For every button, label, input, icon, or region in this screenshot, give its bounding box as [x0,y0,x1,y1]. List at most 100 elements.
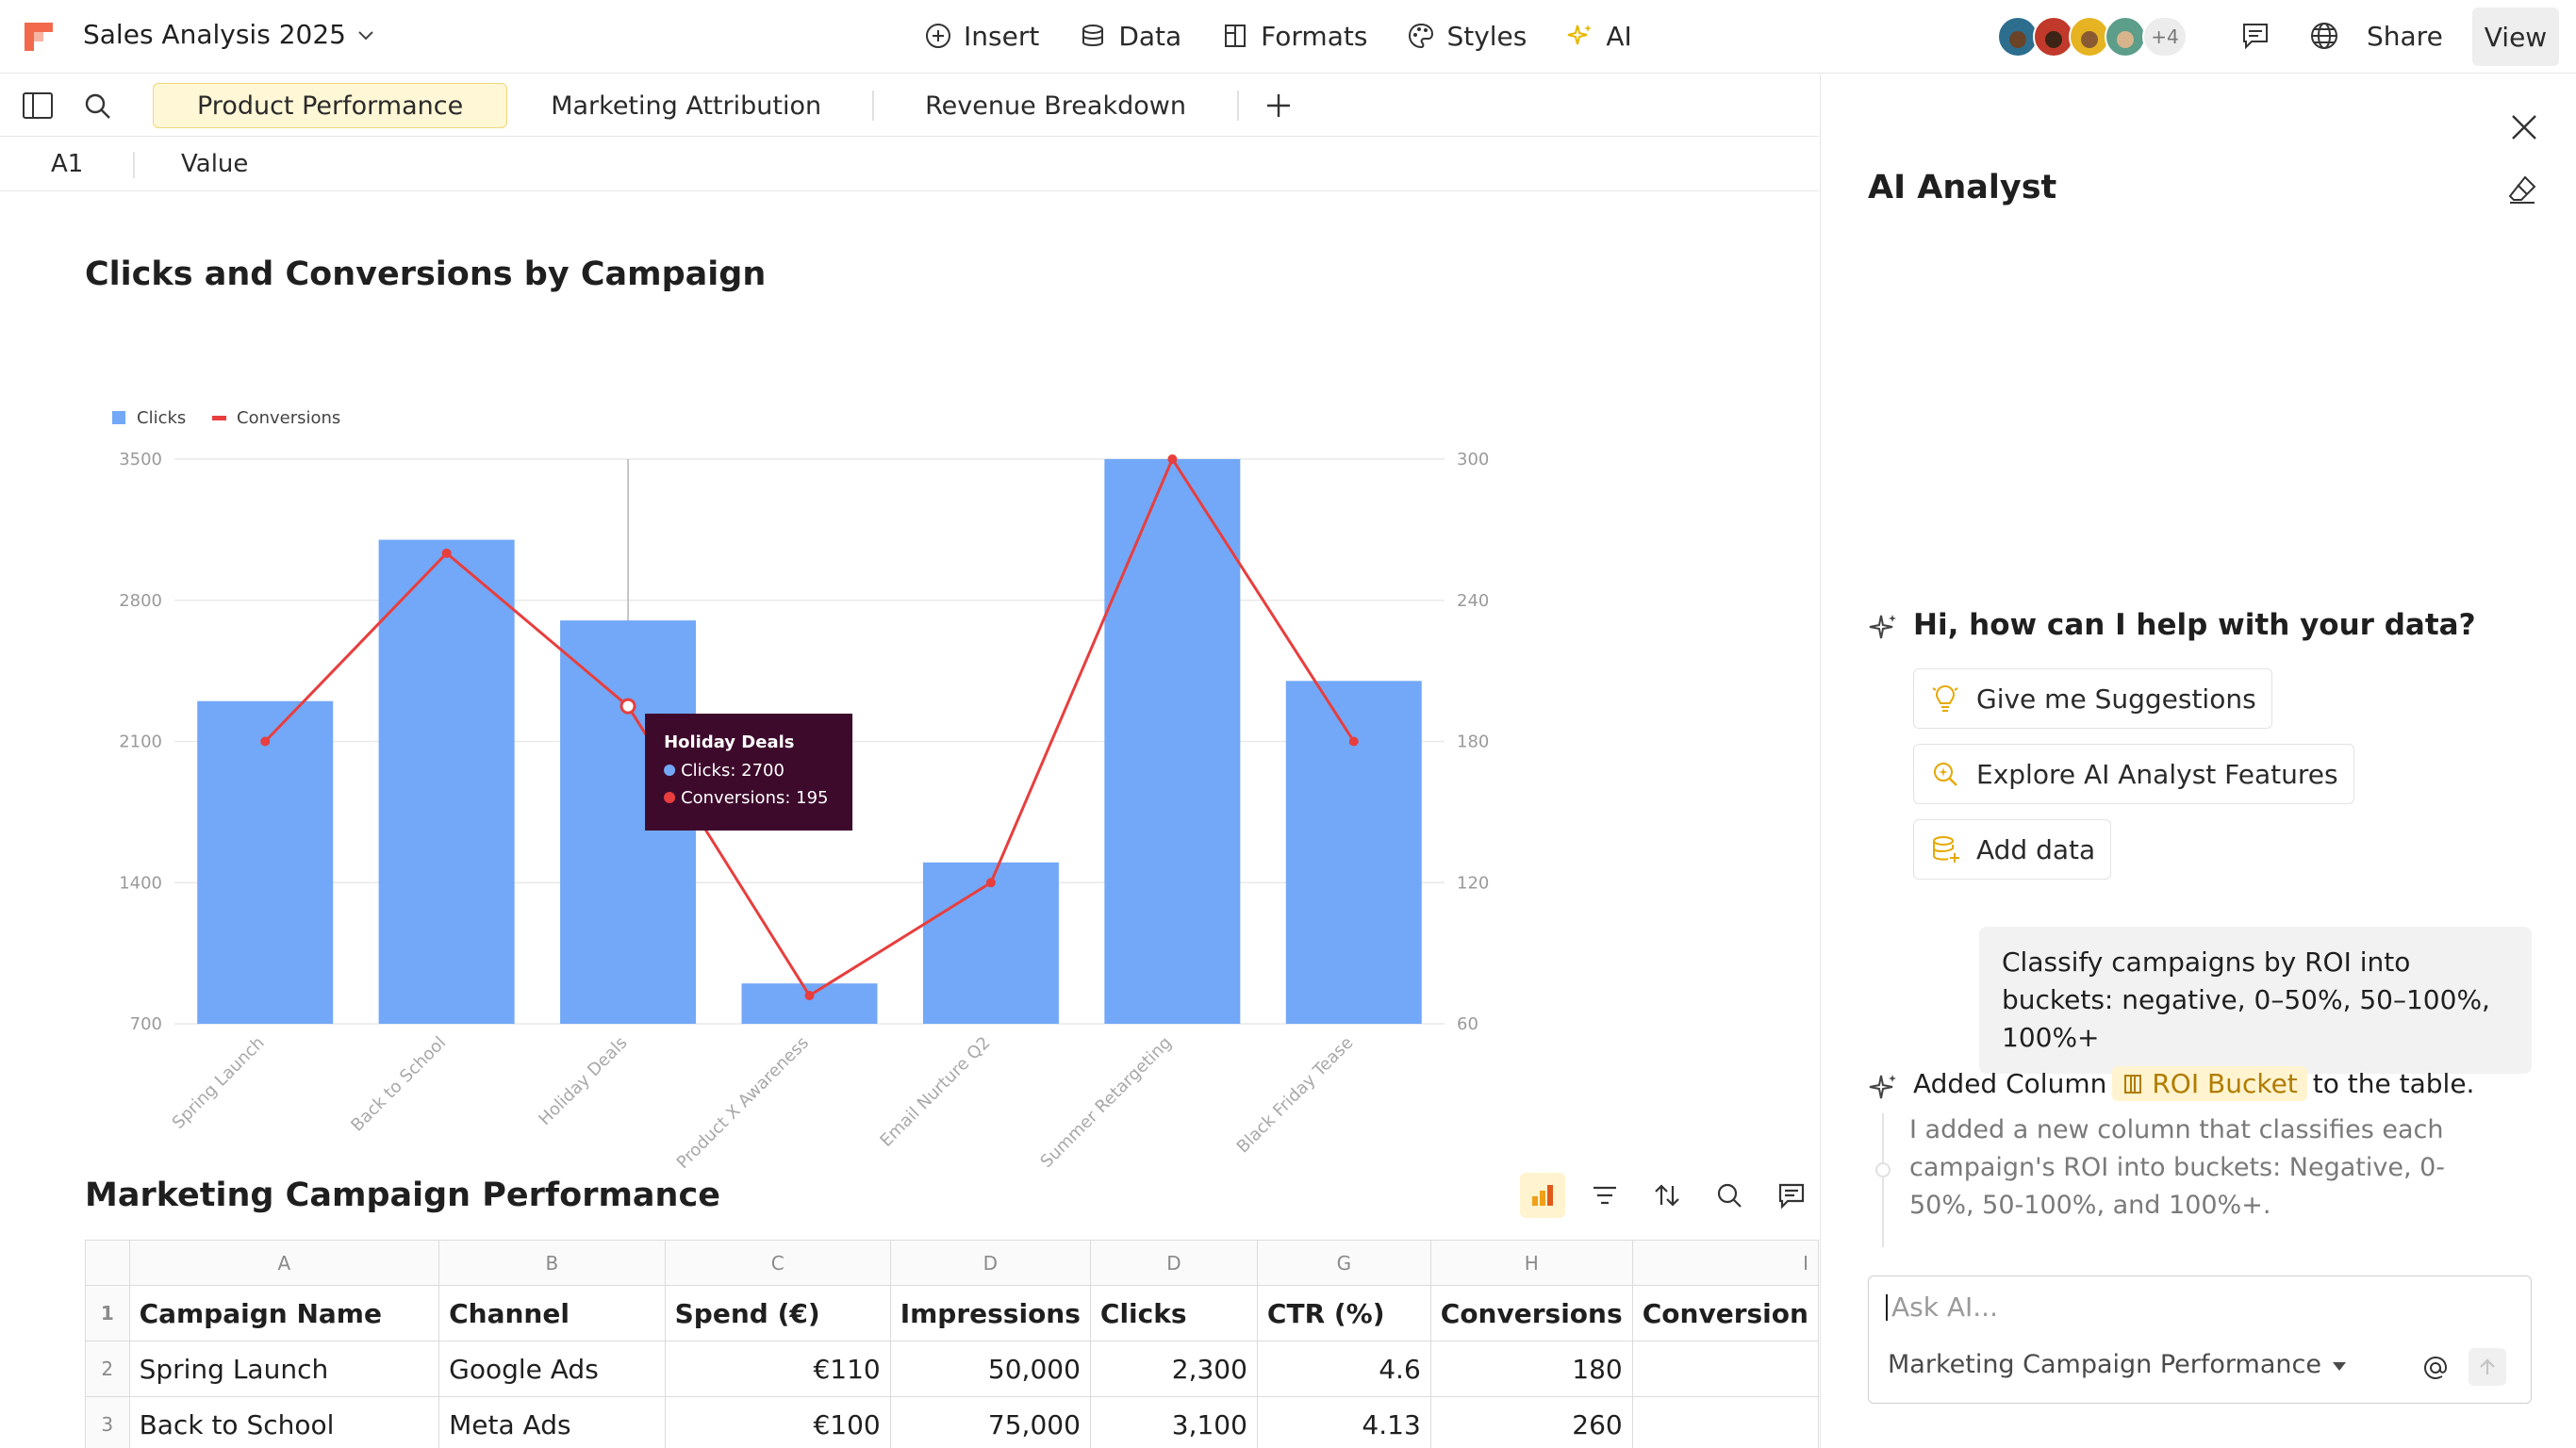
suggestion-button[interactable]: Explore AI Analyst Features [1913,744,2354,804]
menu-insert[interactable]: Insert [924,15,1039,57]
y-right-tick-label: 300 [1457,450,1489,469]
close-icon[interactable] [2505,108,2543,146]
table-cell[interactable] [1631,1396,1819,1448]
tooltip-conversions-dot [664,792,676,803]
row-number[interactable]: 2 [85,1341,130,1397]
table-cell[interactable]: Meta Ads [438,1396,666,1448]
corner-cell[interactable] [85,1240,130,1286]
tab-product-performance[interactable]: Product Performance [153,83,508,128]
bar-clicks [197,700,334,1024]
suggestion-button[interactable]: Give me Suggestions [1913,668,2272,729]
tab-revenue-breakdown[interactable]: Revenue Breakdown [925,90,1186,121]
point-conversions-active [619,698,636,715]
share-button[interactable]: Share [2367,21,2443,52]
at-mention-icon[interactable] [2419,1352,2452,1384]
collaborator-avatars[interactable]: +4 [1997,16,2188,58]
table-header-row: 1 Campaign Name Channel Spend (€) Impres… [85,1285,1819,1341]
header-cell[interactable]: CTR (%) [1256,1285,1431,1341]
x-tick-label: Back to School [347,1033,450,1136]
table-cell[interactable]: 4.13 [1256,1396,1431,1448]
header-cell[interactable]: Campaign Name [128,1285,440,1341]
search-icon[interactable] [81,90,115,122]
column-letter[interactable]: G [1256,1240,1431,1286]
caret-down-icon [2332,1362,2346,1371]
header-cell[interactable]: Conversions [1429,1285,1633,1341]
menu-formats[interactable]: Formats [1221,15,1367,57]
document-title[interactable]: Sales Analysis 2025 [83,19,376,50]
header-cell[interactable]: Impressions [889,1285,1091,1341]
sort-button[interactable] [1644,1173,1690,1218]
context-selector[interactable]: Marketing Campaign Performance [1888,1350,2346,1379]
ai-reply-detail: I added a new column that classifies eac… [1909,1115,2446,1220]
ask-ai-box[interactable]: Ask AI... Marketing Campaign Performance [1868,1275,2532,1404]
menu-insert-label: Insert [964,20,1040,52]
column-letter[interactable]: I [1631,1240,1819,1286]
search-sparkle-icon [1934,763,1957,786]
table-cell[interactable]: 50,000 [889,1341,1091,1397]
more-collaborators-badge[interactable]: +4 [2142,16,2188,58]
header-cell[interactable]: Conversion [1631,1285,1819,1341]
text-caret [1886,1293,1888,1321]
chart-view-button[interactable] [1520,1173,1565,1218]
lightbulb-icon [1932,684,1958,712]
formula-bar: A1 Value [0,137,1819,191]
tab-marketing-attribution[interactable]: Marketing Attribution [551,90,822,121]
header-cell[interactable]: Clicks [1089,1285,1258,1341]
view-button[interactable]: View [2472,8,2559,66]
table-cell[interactable]: 75,000 [889,1396,1091,1448]
header-cell[interactable]: Spend (€) [664,1285,891,1341]
table-cell[interactable]: 4.6 [1256,1341,1431,1397]
y-right-tick-label: 240 [1457,591,1489,611]
table-cell[interactable]: €100 [664,1396,891,1448]
table-cell[interactable]: 260 [1429,1396,1633,1448]
combo-chart[interactable]: Clicks Conversions 700 1400 2100 2800 3500 60 12… [85,320,1556,1215]
add-tab-icon[interactable] [1260,87,1297,124]
table-cell[interactable]: 2,300 [1089,1341,1258,1397]
legend-clicks-swatch [112,411,125,424]
column-letter[interactable]: H [1429,1240,1633,1286]
cell-reference[interactable]: A1 [51,150,84,178]
row-number[interactable]: 3 [85,1396,130,1448]
comments-icon[interactable] [2238,19,2272,53]
eraser-icon[interactable] [2505,173,2539,206]
table-cell[interactable]: €110 [664,1341,891,1397]
table-cell[interactable]: 180 [1429,1341,1633,1397]
x-tick-label: Email Nurture Q2 [876,1033,994,1151]
ask-ai-input[interactable]: Ask AI... [1886,1292,1998,1323]
suggestion-button[interactable]: Add data [1913,819,2112,880]
avatar[interactable] [2105,16,2146,58]
filter-button[interactable] [1582,1173,1627,1218]
menu-data[interactable]: Data [1079,15,1181,57]
menu-ai[interactable]: AI [1566,15,1632,57]
table-cell[interactable]: Spring Launch [128,1341,440,1397]
sparkle-icon [1568,25,1593,45]
campaign-table: A B C D D G H I 1 Campaign Name Channel … [85,1240,1819,1448]
table-search-button[interactable] [1707,1173,1752,1218]
column-chip[interactable]: ROI Bucket [2112,1066,2307,1101]
table-cell[interactable]: 3,100 [1089,1396,1258,1448]
ai-analyst-panel: AI Analyst Hi, how can I help with your … [1820,74,2576,1448]
column-letter[interactable]: D [889,1240,1091,1286]
table-comments-button[interactable] [1769,1173,1814,1218]
column-letter[interactable]: A [128,1240,440,1286]
sidebar-toggle-icon[interactable] [21,90,55,122]
column-letter[interactable]: B [438,1240,666,1286]
add-database-icon [1933,836,1959,863]
table-cell[interactable] [1631,1341,1819,1397]
avatar[interactable] [2033,16,2074,58]
bar-clicks [741,983,878,1024]
x-tick-label: Holiday Deals [535,1033,631,1129]
app-logo-icon[interactable] [25,23,53,51]
column-letter[interactable]: D [1089,1240,1258,1286]
table-cell[interactable]: Back to School [128,1396,440,1448]
column-letter[interactable]: C [664,1240,891,1286]
table-cell[interactable]: Google Ads [438,1341,666,1397]
menu-styles[interactable]: Styles [1407,15,1527,57]
tooltip-title: Holiday Deals [664,732,794,752]
globe-icon[interactable] [2307,19,2341,53]
send-button[interactable] [2469,1348,2506,1386]
row-number[interactable]: 1 [85,1285,130,1341]
sheet-workspace: Product Performance Marketing Attributio… [0,74,1819,1448]
header-cell[interactable]: Channel [438,1285,666,1341]
cell-value-input[interactable]: Value [181,150,249,178]
